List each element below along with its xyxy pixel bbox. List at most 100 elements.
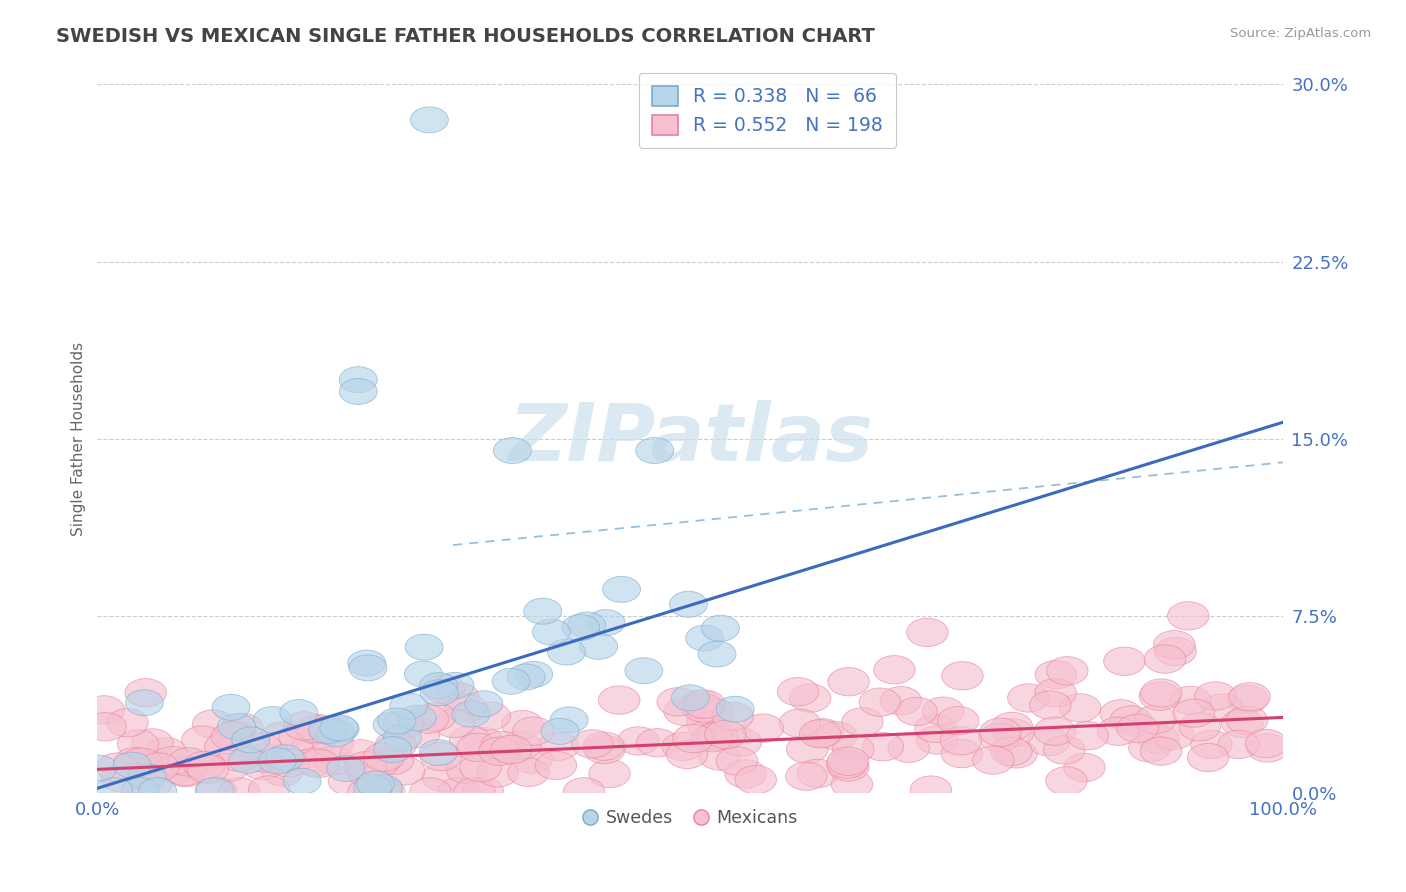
Ellipse shape bbox=[165, 758, 207, 787]
Ellipse shape bbox=[389, 693, 427, 719]
Ellipse shape bbox=[121, 778, 159, 804]
Ellipse shape bbox=[1104, 647, 1144, 675]
Ellipse shape bbox=[499, 731, 541, 760]
Ellipse shape bbox=[139, 778, 177, 804]
Ellipse shape bbox=[541, 718, 579, 745]
Ellipse shape bbox=[508, 664, 546, 690]
Ellipse shape bbox=[96, 753, 138, 781]
Ellipse shape bbox=[786, 762, 827, 790]
Ellipse shape bbox=[280, 699, 318, 725]
Ellipse shape bbox=[433, 709, 475, 738]
Ellipse shape bbox=[114, 747, 156, 776]
Ellipse shape bbox=[382, 710, 425, 739]
Ellipse shape bbox=[599, 686, 640, 714]
Ellipse shape bbox=[1226, 706, 1268, 734]
Ellipse shape bbox=[922, 697, 965, 725]
Ellipse shape bbox=[831, 771, 873, 798]
Ellipse shape bbox=[1139, 682, 1181, 710]
Ellipse shape bbox=[420, 673, 458, 698]
Ellipse shape bbox=[515, 661, 553, 687]
Ellipse shape bbox=[583, 732, 624, 760]
Ellipse shape bbox=[373, 712, 411, 738]
Ellipse shape bbox=[253, 706, 291, 732]
Ellipse shape bbox=[283, 768, 321, 794]
Ellipse shape bbox=[664, 698, 706, 725]
Ellipse shape bbox=[409, 778, 451, 806]
Ellipse shape bbox=[672, 724, 714, 753]
Ellipse shape bbox=[494, 438, 531, 464]
Ellipse shape bbox=[422, 764, 464, 791]
Ellipse shape bbox=[131, 771, 172, 798]
Ellipse shape bbox=[873, 656, 915, 684]
Ellipse shape bbox=[696, 722, 738, 750]
Ellipse shape bbox=[187, 755, 229, 783]
Ellipse shape bbox=[195, 776, 236, 805]
Ellipse shape bbox=[309, 716, 350, 745]
Ellipse shape bbox=[1008, 684, 1049, 712]
Ellipse shape bbox=[354, 775, 392, 801]
Ellipse shape bbox=[460, 754, 502, 781]
Ellipse shape bbox=[941, 739, 983, 768]
Ellipse shape bbox=[692, 723, 734, 752]
Ellipse shape bbox=[347, 650, 385, 676]
Ellipse shape bbox=[1173, 699, 1215, 727]
Ellipse shape bbox=[617, 727, 659, 756]
Ellipse shape bbox=[941, 727, 981, 755]
Ellipse shape bbox=[117, 730, 159, 758]
Ellipse shape bbox=[711, 702, 754, 731]
Ellipse shape bbox=[1229, 682, 1271, 711]
Ellipse shape bbox=[1222, 709, 1263, 738]
Ellipse shape bbox=[827, 750, 868, 779]
Ellipse shape bbox=[446, 756, 488, 784]
Ellipse shape bbox=[1129, 733, 1170, 762]
Ellipse shape bbox=[221, 714, 263, 742]
Ellipse shape bbox=[450, 726, 491, 755]
Ellipse shape bbox=[451, 701, 489, 727]
Ellipse shape bbox=[942, 662, 983, 690]
Ellipse shape bbox=[716, 697, 754, 723]
Ellipse shape bbox=[828, 753, 869, 781]
Ellipse shape bbox=[423, 674, 464, 703]
Ellipse shape bbox=[138, 753, 179, 781]
Ellipse shape bbox=[378, 708, 416, 734]
Ellipse shape bbox=[94, 778, 132, 804]
Ellipse shape bbox=[508, 758, 550, 787]
Ellipse shape bbox=[536, 751, 576, 780]
Ellipse shape bbox=[384, 725, 422, 751]
Ellipse shape bbox=[167, 747, 209, 776]
Ellipse shape bbox=[152, 747, 194, 775]
Ellipse shape bbox=[339, 378, 377, 404]
Ellipse shape bbox=[725, 760, 766, 789]
Ellipse shape bbox=[815, 722, 858, 750]
Ellipse shape bbox=[686, 709, 728, 738]
Ellipse shape bbox=[910, 776, 952, 805]
Ellipse shape bbox=[588, 609, 624, 636]
Y-axis label: Single Father Households: Single Father Households bbox=[72, 342, 86, 536]
Ellipse shape bbox=[384, 756, 425, 785]
Ellipse shape bbox=[524, 599, 562, 624]
Ellipse shape bbox=[704, 720, 747, 748]
Ellipse shape bbox=[1226, 685, 1268, 714]
Ellipse shape bbox=[564, 778, 605, 806]
Ellipse shape bbox=[478, 737, 520, 765]
Ellipse shape bbox=[84, 713, 127, 741]
Ellipse shape bbox=[262, 722, 304, 750]
Ellipse shape bbox=[742, 714, 783, 742]
Ellipse shape bbox=[1033, 717, 1076, 746]
Ellipse shape bbox=[457, 733, 499, 762]
Ellipse shape bbox=[579, 633, 617, 659]
Ellipse shape bbox=[373, 746, 413, 774]
Ellipse shape bbox=[880, 687, 921, 714]
Ellipse shape bbox=[624, 657, 662, 683]
Ellipse shape bbox=[312, 729, 354, 757]
Ellipse shape bbox=[437, 778, 479, 806]
Ellipse shape bbox=[666, 740, 707, 769]
Ellipse shape bbox=[184, 751, 225, 780]
Ellipse shape bbox=[896, 698, 938, 725]
Ellipse shape bbox=[193, 710, 233, 738]
Ellipse shape bbox=[502, 710, 543, 739]
Ellipse shape bbox=[359, 748, 399, 777]
Ellipse shape bbox=[491, 735, 533, 764]
Ellipse shape bbox=[1116, 714, 1159, 742]
Ellipse shape bbox=[679, 690, 721, 718]
